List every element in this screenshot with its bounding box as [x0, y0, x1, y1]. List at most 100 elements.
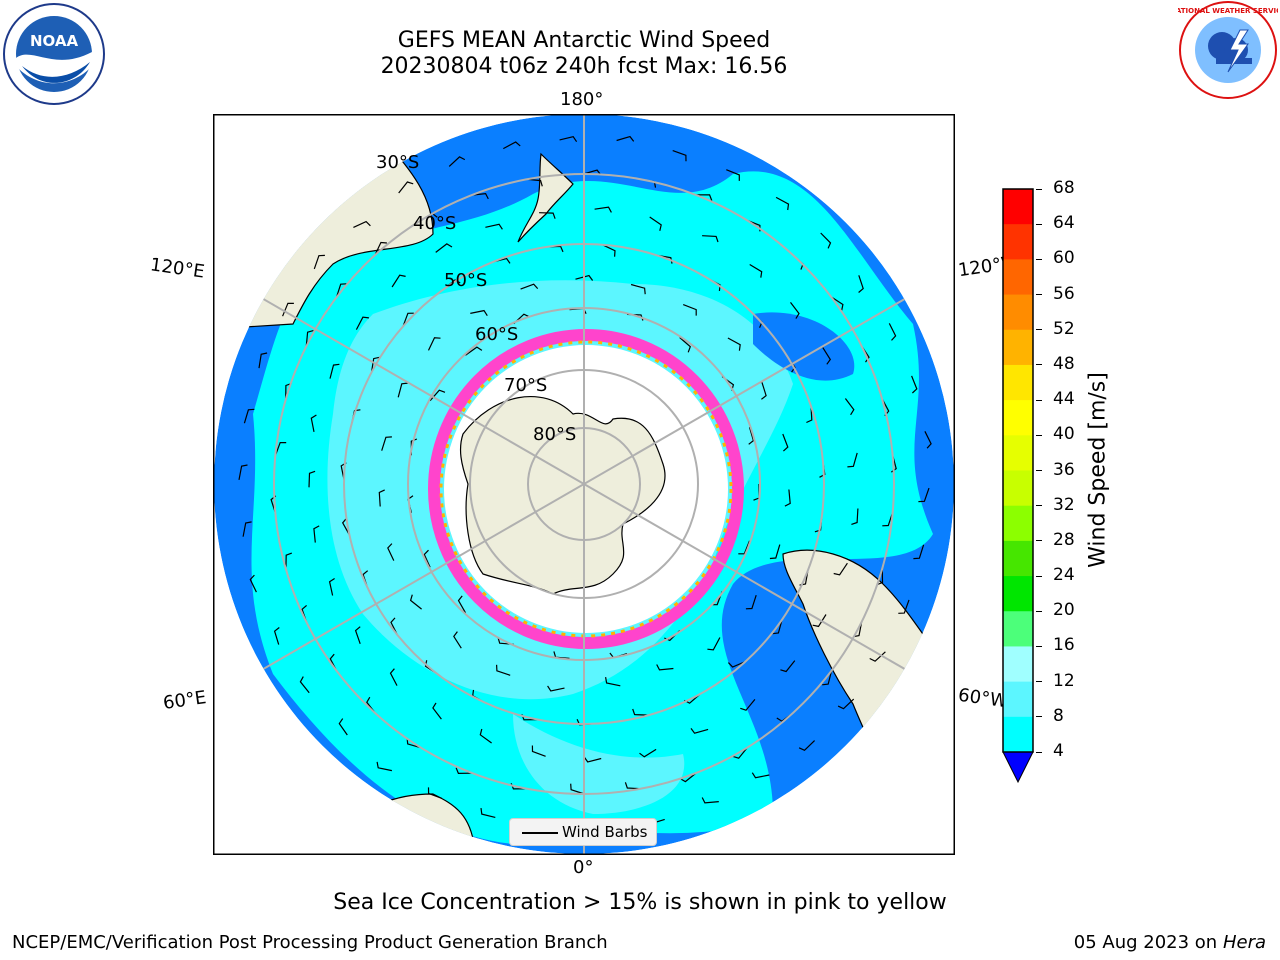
wind-barb [341, 517, 351, 536]
colorbar-tick-mark [1036, 716, 1042, 718]
wind-barb [769, 544, 781, 560]
wind-barb [559, 136, 578, 143]
wind-barb [772, 619, 783, 635]
wind-barb [602, 244, 616, 257]
wind-barb [299, 676, 310, 694]
wind-barb [702, 235, 719, 243]
svg-text:NATIONAL WEATHER SERVICE: NATIONAL WEATHER SERVICE [1178, 7, 1278, 15]
wind-barb [727, 660, 746, 668]
wind-barb [448, 156, 466, 167]
colorbar-cell [1003, 364, 1033, 401]
wind-barb-legend-line [522, 832, 558, 834]
wind-barb [328, 577, 335, 596]
sea-ice-ring [428, 329, 744, 649]
wind-barb [465, 346, 483, 356]
wind-barb [249, 574, 257, 593]
wind-barb [695, 194, 713, 201]
wind-barb [851, 508, 859, 525]
colorbar-tick-label: 52 [1053, 318, 1075, 339]
wind-barb [649, 216, 662, 231]
map-subtitle: 20230804 t06z 240h fcst Max: 16.56 [380, 54, 788, 79]
wind-barb [822, 670, 833, 686]
wind-barb [285, 552, 293, 570]
wind-barb [806, 405, 813, 424]
colorbar-tick-label: 28 [1053, 529, 1075, 550]
wind-barb [624, 782, 642, 790]
wind-barb [844, 398, 855, 416]
colorbar-extend-arrow [1002, 751, 1034, 784]
colorbar-tick-label: 40 [1053, 424, 1075, 445]
colorbar-cell [1003, 224, 1033, 260]
colorbar-tick-label: 64 [1053, 213, 1075, 234]
wind-barb [313, 525, 320, 543]
colorbar-label: Wind Speed [m/s] [1085, 372, 1111, 568]
wind-barb [727, 337, 741, 351]
wind-barb [455, 767, 473, 775]
wind-barb [656, 664, 674, 671]
wind-barb [594, 206, 612, 213]
wind-barb [630, 283, 646, 295]
wind-barb [782, 433, 789, 452]
wind-barb [374, 241, 387, 256]
wind-barb [790, 302, 800, 319]
colorbar-tick-mark [1036, 329, 1042, 331]
wind-barb [761, 382, 767, 400]
colorbar-tick-mark [1036, 434, 1042, 436]
wind-barb-legend: Wind Barbs [509, 818, 657, 846]
wind-barb [531, 745, 546, 757]
wind-barb [833, 562, 848, 576]
colorbar-tick-mark [1036, 681, 1042, 683]
colorbar-cell [1003, 435, 1033, 471]
wind-barb [749, 263, 763, 278]
wind-barb [453, 631, 462, 649]
wind-barb-legend-label: Wind Barbs [562, 823, 648, 841]
colorbar-cell [1003, 400, 1033, 436]
colorbar-tick-label: 20 [1053, 600, 1075, 621]
wind-barb [387, 543, 395, 561]
colorbar-tick-label: 8 [1053, 705, 1064, 726]
colorbar-cell [1003, 189, 1033, 225]
lon-label-60e: 60°E [161, 687, 208, 714]
wind-barb [780, 660, 796, 673]
wind-barb [471, 192, 489, 200]
wind-barb [830, 296, 844, 311]
lon-label-120e: 120°E [148, 254, 206, 283]
wind-barb [313, 254, 325, 270]
wind-barb [918, 487, 930, 503]
colorbar-tick-mark [1036, 223, 1042, 225]
wind-barb [329, 363, 340, 379]
wind-barb [406, 737, 422, 749]
footer-date: 05 Aug 2023 on Hera [1074, 932, 1266, 953]
antarctic-map [213, 114, 955, 855]
graticule [214, 114, 954, 854]
lon-label-180: 180° [560, 89, 604, 110]
colorbar-cell [1003, 611, 1033, 647]
wind-barb [575, 274, 594, 281]
wind-barb [690, 728, 709, 734]
wind-barb [847, 452, 858, 468]
wind-barb [479, 728, 492, 744]
colorbar-tick-mark [1036, 399, 1042, 401]
wind-barb [391, 274, 406, 288]
colorbar-tick-label: 16 [1053, 635, 1075, 656]
wind-barb [738, 540, 751, 555]
wind-barb [679, 337, 692, 353]
wind-barb [353, 220, 371, 228]
wind-barbs [238, 135, 932, 832]
wind-barb [913, 544, 925, 560]
colorbar-tick-label: 68 [1053, 178, 1075, 198]
colorbar-tick-mark [1036, 751, 1042, 753]
wind-barb [503, 141, 521, 150]
wind-barb [639, 748, 657, 758]
wind-barb [485, 223, 503, 230]
colorbar-tick-label: 44 [1053, 389, 1075, 410]
wind-barb [882, 512, 894, 527]
wind-barb [911, 375, 918, 394]
wind-barb [376, 761, 393, 772]
footer-credit: NCEP/EMC/Verification Post Processing Pr… [12, 932, 608, 953]
colorbar-tick-mark [1036, 575, 1042, 577]
wind-barb [238, 464, 248, 481]
colorbar-cell [1003, 716, 1033, 753]
colorbar-cell [1003, 294, 1033, 331]
colorbar-tick-mark [1036, 470, 1042, 471]
